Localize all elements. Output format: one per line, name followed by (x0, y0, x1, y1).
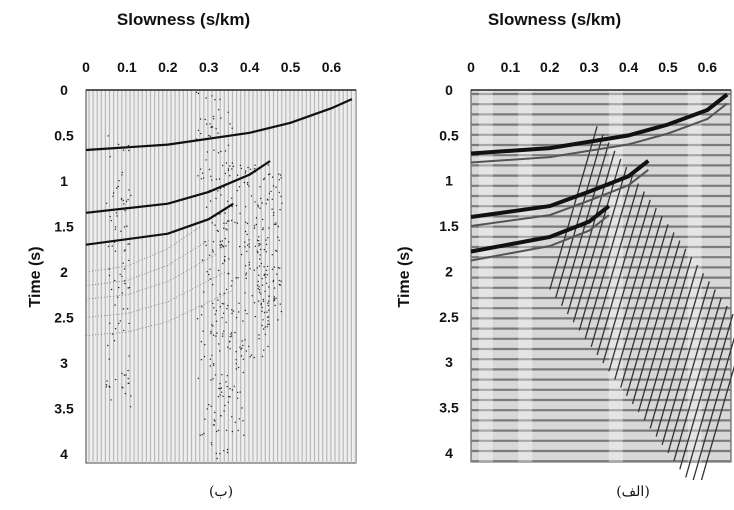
panel-right-title: Slowness (s/km) (487, 10, 622, 29)
y-tick-label: 3 (60, 355, 68, 371)
y-tick-label: 2.5 (54, 309, 74, 325)
y-tick-label: 1.5 (439, 218, 459, 234)
y-tick-label: 0.5 (439, 127, 459, 143)
x-tick-label: 0.1 (117, 59, 137, 75)
y-tick-label: 2 (445, 263, 453, 279)
x-tick-label: 0 (82, 59, 90, 75)
y-tick-label: 1.5 (54, 218, 74, 234)
panel-left-caption: (ب) (208, 484, 234, 500)
scatter-dots (105, 91, 283, 460)
event-curves (470, 92, 729, 262)
event-curves (85, 98, 353, 246)
x-tick-label: 0.2 (158, 59, 178, 75)
faint-event-traces (85, 226, 234, 336)
x-tick-label: 0.6 (322, 59, 342, 75)
panel-right-caption: (الف) (616, 484, 650, 500)
event-curve-2-shadow (470, 169, 649, 227)
y-tick-labels: 0 0.5 1 1.5 2 2.5 3 3.5 4 (439, 82, 459, 461)
y-tick-label: 0 (60, 82, 68, 98)
event-curve-2 (85, 160, 271, 214)
event-curve-2 (470, 159, 650, 219)
event-curve-1-shadow (470, 102, 728, 164)
event-curve-1 (85, 98, 353, 152)
panel-left-title: Slowness (s/km) (116, 10, 251, 29)
diagonal-wiggles (549, 126, 734, 480)
y-tick-label: 1 (60, 173, 68, 189)
x-tick-label: 0.3 (199, 59, 219, 75)
y-tick-label: 1 (445, 173, 453, 189)
x-tick-label: 0 (467, 59, 475, 75)
y-tick-labels: 0 0.5 1 1.5 2 2.5 3 3.5 4 (54, 82, 74, 462)
y-tick-label: 3 (445, 354, 453, 370)
panel-right-plot: 0 0.1 0.2 0.3 0.4 0.5 0.6 0 0.5 1 1.5 2 2.5 3 3.5 4 (439, 59, 734, 480)
x-tick-label: 0.4 (240, 59, 260, 75)
event-curve-3 (470, 204, 611, 254)
x-tick-label: 0.1 (501, 59, 521, 75)
panel-right: Slowness (s/km) Time (s) 0 0.1 0.2 0.3 0.4 0.… (367, 0, 734, 510)
y-tick-label: 4 (445, 445, 453, 461)
vertical-trace-lines (88, 90, 357, 463)
x-tick-labels: 0 0.1 0.2 0.3 0.4 0.5 0.6 (82, 59, 341, 75)
y-tick-label: 4 (60, 446, 68, 462)
event-curve-1 (470, 92, 729, 156)
y-tick-label: 3.5 (439, 400, 459, 416)
x-tick-labels: 0 0.1 0.2 0.3 0.4 0.5 0.6 (467, 59, 717, 75)
plot-area (470, 89, 734, 480)
y-tick-label: 2 (60, 264, 68, 280)
panel-left-plot: 0 0.1 0.2 0.3 0.4 0.5 0.6 0 0.5 1 1.5 2 2.5 3 3.5 4 (54, 59, 357, 464)
x-tick-label: 0.5 (281, 59, 301, 75)
x-tick-label: 0.4 (619, 59, 639, 75)
y-tick-label: 3.5 (54, 400, 74, 416)
event-curve-3-shadow (470, 214, 610, 262)
y-tick-label: 0.5 (54, 127, 74, 143)
x-tick-label: 0.2 (540, 59, 560, 75)
y-tick-label: 2.5 (439, 309, 459, 325)
plot-area (85, 89, 357, 464)
panel-left: Slowness (s/km) Time (s) 0 0.1 0.2 0.3 0.4 0.… (27, 10, 357, 500)
x-tick-label: 0.3 (579, 59, 599, 75)
y-tick-label: 0 (445, 82, 453, 98)
event-curve-3 (85, 202, 234, 246)
x-tick-label: 0.5 (658, 59, 678, 75)
horizontal-stripes (471, 92, 731, 463)
x-tick-label: 0.6 (698, 59, 718, 75)
